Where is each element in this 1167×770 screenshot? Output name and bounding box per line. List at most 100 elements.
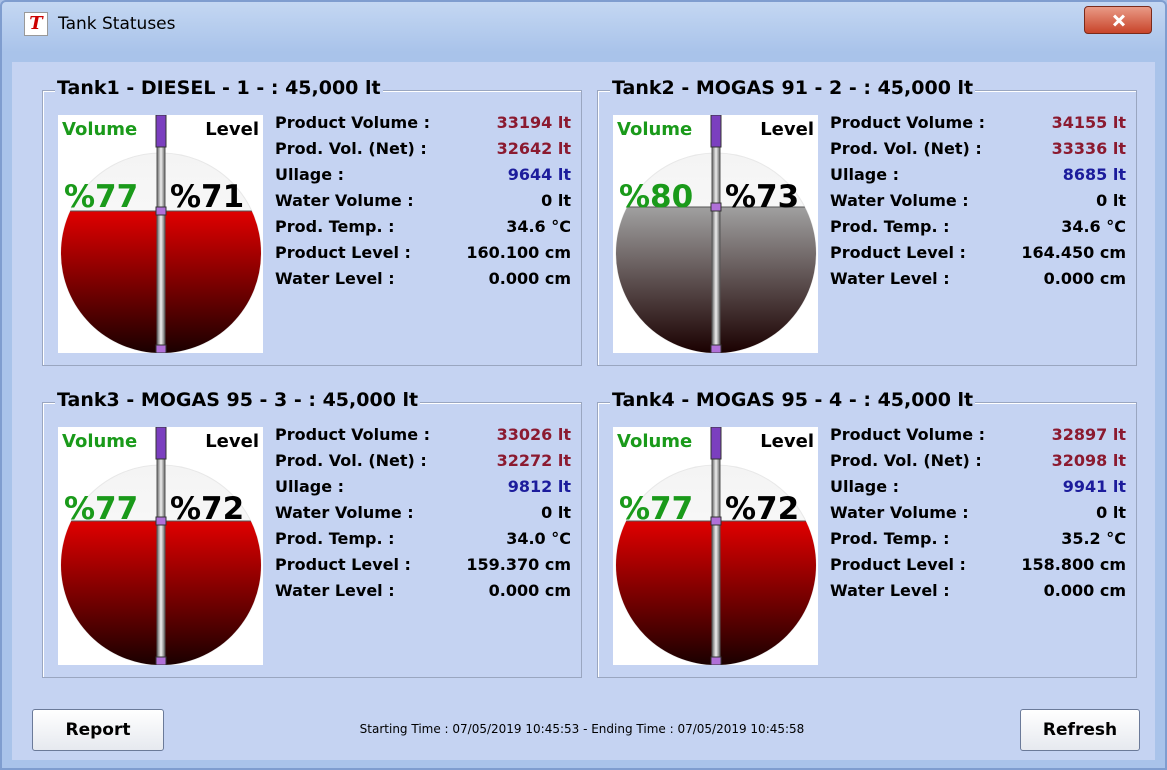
- level-label: Level: [760, 119, 814, 140]
- report-button[interactable]: Report: [32, 709, 164, 751]
- info-value: 0 lt: [541, 191, 571, 210]
- info-label: Prod. Temp. :: [830, 217, 950, 236]
- rod-cap: [156, 115, 166, 147]
- tank-title: Tank2 - MOGAS 91 - 2 - : 45,000 lt: [610, 77, 975, 99]
- info-value: 0 lt: [1096, 191, 1126, 210]
- info-row: Ullage : 9644 lt: [275, 165, 571, 189]
- info-label: Product Volume :: [275, 425, 430, 444]
- level-rod: [712, 135, 720, 353]
- app-icon: T: [24, 12, 48, 36]
- info-label: Prod. Vol. (Net) :: [275, 451, 427, 470]
- info-value: 164.450 cm: [1021, 243, 1126, 262]
- info-row: Ullage : 9812 lt: [275, 477, 571, 501]
- rod-marker: [156, 517, 166, 525]
- title-bar: T Tank Statuses: [2, 2, 1165, 48]
- info-label: Prod. Temp. :: [830, 529, 950, 548]
- info-value: 35.2 °C: [1061, 529, 1126, 548]
- info-value: 33026 lt: [497, 425, 571, 444]
- level-percent: %72: [725, 491, 799, 527]
- info-row: Product Volume : 32897 lt: [830, 425, 1126, 449]
- rod-cap: [711, 115, 721, 147]
- volume-percent: %77: [64, 179, 138, 215]
- info-value: 9644 lt: [508, 165, 571, 184]
- refresh-button[interactable]: Refresh: [1020, 709, 1140, 751]
- info-value: 32098 lt: [1052, 451, 1126, 470]
- info-row: Water Volume :0 lt: [830, 503, 1126, 527]
- info-row: Prod. Temp. : 34.0 °C: [275, 529, 571, 553]
- info-value: 0 lt: [541, 503, 571, 522]
- info-label: Water Level :: [830, 269, 950, 288]
- rod-foot: [711, 657, 721, 665]
- info-value: 0.000 cm: [1044, 581, 1126, 600]
- info-value: 9812 lt: [508, 477, 571, 496]
- level-rod: [157, 447, 165, 665]
- info-row: Water Volume : 0 lt: [275, 503, 571, 527]
- info-row: Product Volume :34155 lt: [830, 113, 1126, 137]
- info-row: Product Volume : 33026 lt: [275, 425, 571, 449]
- window-title: Tank Statuses: [58, 14, 176, 34]
- info-label: Prod. Vol. (Net) :: [830, 139, 982, 158]
- rod-marker: [711, 203, 721, 211]
- info-row: Prod. Vol. (Net) : 32272 lt: [275, 451, 571, 475]
- info-row: Water Level :0.000 cm: [275, 269, 571, 293]
- level-percent: %73: [725, 179, 799, 215]
- rod-foot: [156, 345, 166, 353]
- info-value: 34.0 °C: [506, 529, 571, 548]
- info-row: Product Volume :33194 lt: [275, 113, 571, 137]
- gauge-graphic: [58, 115, 263, 353]
- info-row: Product Level :158.800 cm: [830, 555, 1126, 579]
- info-value: 0.000 cm: [1044, 269, 1126, 288]
- info-row: Prod. Vol. (Net) : 32642 lt: [275, 139, 571, 163]
- gauge-graphic: [613, 427, 818, 665]
- info-label: Water Volume :: [275, 503, 414, 522]
- info-value: 32897 lt: [1052, 425, 1126, 444]
- info-row: Water Level :0.000 cm: [275, 581, 571, 605]
- info-row: Water Volume :0 lt: [830, 191, 1126, 215]
- level-percent: %72: [170, 491, 244, 527]
- info-label: Ullage :: [275, 165, 344, 184]
- level-rod: [157, 135, 165, 353]
- rod-foot: [156, 657, 166, 665]
- info-value: 9941 lt: [1063, 477, 1126, 496]
- level-label: Level: [205, 431, 259, 452]
- info-label: Water Level :: [275, 269, 395, 288]
- info-value: 32642 lt: [497, 139, 571, 158]
- info-label: Ullage :: [830, 477, 899, 496]
- info-label: Product Level :: [275, 555, 411, 574]
- volume-percent: %77: [64, 491, 138, 527]
- info-label: Prod. Temp. :: [275, 529, 395, 548]
- info-label: Ullage :: [830, 165, 899, 184]
- tank-title: Tank1 - DIESEL - 1 - : 45,000 lt: [55, 77, 383, 99]
- info-label: Product Volume :: [830, 425, 985, 444]
- info-value: 158.800 cm: [1021, 555, 1126, 574]
- info-label: Water Level :: [275, 581, 395, 600]
- info-label: Product Level :: [830, 243, 966, 262]
- rod-cap: [711, 427, 721, 459]
- rod-cap: [156, 427, 166, 459]
- info-value: 0 lt: [1096, 503, 1126, 522]
- info-label: Prod. Temp. :: [275, 217, 395, 236]
- info-label: Prod. Vol. (Net) :: [275, 139, 427, 158]
- tank-title: Tank4 - MOGAS 95 - 4 - : 45,000 lt: [610, 389, 975, 411]
- volume-percent: %80: [619, 179, 693, 215]
- info-row: Prod. Vol. (Net) :32098 lt: [830, 451, 1126, 475]
- gauge-graphic: [58, 427, 263, 665]
- rod-marker: [711, 517, 721, 525]
- info-row: Prod. Vol. (Net) :33336 lt: [830, 139, 1126, 163]
- close-button[interactable]: [1084, 6, 1152, 34]
- info-row: Prod. Temp. :34.6 °C: [275, 217, 571, 241]
- info-label: Ullage :: [275, 477, 344, 496]
- info-value: 32272 lt: [497, 451, 571, 470]
- volume-label: Volume: [62, 119, 137, 140]
- info-label: Product Level :: [275, 243, 411, 262]
- info-label: Product Volume :: [275, 113, 430, 132]
- level-rod: [712, 447, 720, 665]
- info-label: Water Level :: [830, 581, 950, 600]
